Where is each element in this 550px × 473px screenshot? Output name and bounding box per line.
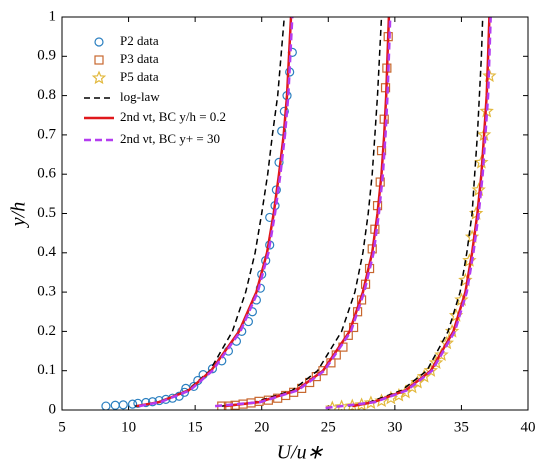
data-point — [91, 70, 107, 85]
curve — [325, 17, 492, 410]
curve — [348, 17, 484, 407]
x-tick-label: 25 — [321, 419, 336, 435]
data-point — [277, 126, 287, 136]
legend-label: P5 data — [120, 69, 159, 84]
curve — [138, 17, 294, 408]
x-axis-label: U/u∗ — [277, 442, 324, 464]
x-tick-label: 35 — [454, 419, 469, 435]
y-tick-label: 0.6 — [37, 166, 56, 182]
data-point — [434, 347, 449, 362]
data-point — [482, 68, 497, 83]
data-point — [458, 272, 473, 287]
data-point — [376, 146, 387, 156]
x-tick-label: 20 — [254, 419, 269, 435]
x-tick-label: 40 — [521, 419, 536, 435]
y-tick-label: 0.4 — [37, 244, 56, 260]
y-tick-label: 0.8 — [37, 87, 56, 103]
axes-box — [61, 16, 529, 411]
x-tick-label: 30 — [387, 419, 402, 435]
data-point — [318, 366, 328, 376]
legend-label: P3 data — [120, 51, 159, 66]
x-tick-label: 15 — [188, 419, 203, 435]
y-tick-label: 0 — [49, 401, 57, 417]
y-tick-label: 0.3 — [37, 284, 56, 300]
curve — [214, 17, 392, 408]
legend-label: 2nd νt, BC y/h = 0.2 — [120, 109, 226, 124]
y-tick-label: 1 — [49, 8, 57, 24]
data-point — [118, 400, 128, 410]
plot-layer — [101, 17, 497, 410]
y-tick-label: 0.5 — [37, 205, 56, 221]
plot-area — [62, 17, 528, 410]
data-point — [161, 394, 171, 404]
curve — [136, 17, 293, 408]
legend-label: log-law — [120, 89, 160, 104]
x-tick-label: 10 — [121, 419, 136, 435]
data-point — [94, 55, 104, 65]
data-point — [94, 37, 104, 47]
y-tick-label: 0.7 — [37, 126, 56, 142]
data-point — [423, 363, 438, 377]
data-point — [127, 399, 138, 409]
y-axis-label: y/h — [8, 202, 30, 228]
y-tick-label: 0.2 — [37, 323, 56, 339]
y-tick-label: 0.1 — [37, 362, 56, 378]
legend-label: 2nd νt, BC y+ = 30 — [120, 131, 220, 146]
data-point — [101, 401, 111, 410]
y-tick-label: 0.9 — [37, 48, 56, 64]
legend-label: P2 data — [120, 33, 159, 48]
x-tick-label: 5 — [58, 419, 66, 435]
